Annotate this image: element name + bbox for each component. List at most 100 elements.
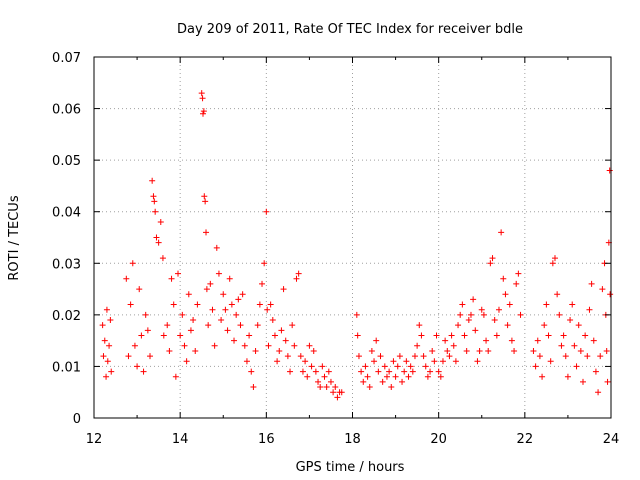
data-point: [411, 353, 418, 360]
data-point: [222, 306, 229, 313]
data-point: [506, 301, 513, 308]
data-point: [267, 301, 274, 308]
data-point: [265, 342, 272, 349]
data-point: [508, 337, 515, 344]
data-point: [323, 384, 330, 391]
data-point: [246, 332, 253, 339]
data-point: [315, 378, 322, 385]
data-point: [582, 332, 589, 339]
data-point: [134, 363, 141, 370]
data-point: [152, 208, 159, 215]
data-point: [409, 368, 416, 375]
data-point: [478, 306, 485, 313]
data-point: [287, 368, 294, 375]
data-point: [241, 342, 248, 349]
data-point: [444, 347, 451, 354]
data-point: [127, 301, 134, 308]
data-point: [155, 239, 162, 246]
x-tick-labels: 12 14 16 18 20 22 24: [86, 432, 620, 447]
data-point: [256, 301, 263, 308]
data-point: [476, 347, 483, 354]
data-point: [394, 363, 401, 370]
data-point: [433, 332, 440, 339]
chart-title: Day 209 of 2011, Rate Of TEC Index for r…: [177, 22, 523, 37]
data-point: [295, 270, 302, 277]
data-point: [312, 368, 319, 375]
data-point: [304, 373, 311, 380]
data-point: [200, 110, 207, 117]
data-point: [159, 255, 166, 262]
data-point: [261, 260, 268, 267]
data-point: [541, 322, 548, 329]
data-point: [480, 311, 487, 318]
data-point: [185, 291, 192, 298]
data-point: [603, 347, 610, 354]
y-tick-label: 0.03: [52, 257, 81, 272]
data-point: [545, 332, 552, 339]
data-point: [209, 306, 216, 313]
data-point: [455, 322, 462, 329]
data-point: [364, 373, 371, 380]
data-point: [198, 90, 205, 97]
data-point: [493, 332, 500, 339]
data-point: [103, 373, 110, 380]
data-point: [386, 368, 393, 375]
data-point: [504, 322, 511, 329]
data-point: [424, 373, 431, 380]
data-point: [205, 322, 212, 329]
data-point: [373, 337, 380, 344]
data-point: [284, 353, 291, 360]
data-point: [437, 373, 444, 380]
data-point: [536, 353, 543, 360]
data-point: [200, 108, 207, 115]
data-point: [573, 363, 580, 370]
x-tick-label: 18: [344, 432, 361, 447]
data-point: [179, 311, 186, 318]
data-point: [439, 358, 446, 365]
data-point: [224, 327, 231, 334]
data-point: [360, 378, 367, 385]
data-point: [181, 342, 188, 349]
data-point: [467, 311, 474, 318]
data-point: [125, 353, 132, 360]
data-point: [465, 317, 472, 324]
data-point: [276, 347, 283, 354]
data-point: [362, 363, 369, 370]
data-point: [254, 322, 261, 329]
data-point: [562, 353, 569, 360]
data-point: [107, 317, 114, 324]
data-point: [377, 353, 384, 360]
data-point: [556, 311, 563, 318]
data-point: [470, 296, 477, 303]
data-point: [450, 342, 457, 349]
data-point: [150, 193, 157, 200]
data-point: [416, 322, 423, 329]
x-tick-label: 20: [430, 432, 447, 447]
data-point: [604, 378, 611, 385]
data-point: [151, 198, 158, 205]
data-point: [459, 301, 466, 308]
data-point: [396, 353, 403, 360]
data-point: [435, 368, 442, 375]
data-point: [489, 255, 496, 262]
data-point: [215, 270, 222, 277]
data-point: [187, 327, 194, 334]
data-point: [280, 286, 287, 293]
y-tick-label: 0: [73, 412, 81, 427]
data-point: [355, 353, 362, 360]
data-point: [513, 280, 520, 287]
data-point: [325, 368, 332, 375]
data-point: [597, 353, 604, 360]
data-point: [250, 384, 257, 391]
data-point: [354, 332, 361, 339]
data-point: [577, 347, 584, 354]
data-point: [403, 358, 410, 365]
data-point: [371, 358, 378, 365]
data-point: [172, 373, 179, 380]
data-point: [401, 368, 408, 375]
data-point: [452, 358, 459, 365]
plot-frame: [93, 56, 612, 419]
y-tick-label: 0.05: [52, 154, 81, 169]
data-point: [558, 342, 565, 349]
data-point: [500, 275, 507, 282]
